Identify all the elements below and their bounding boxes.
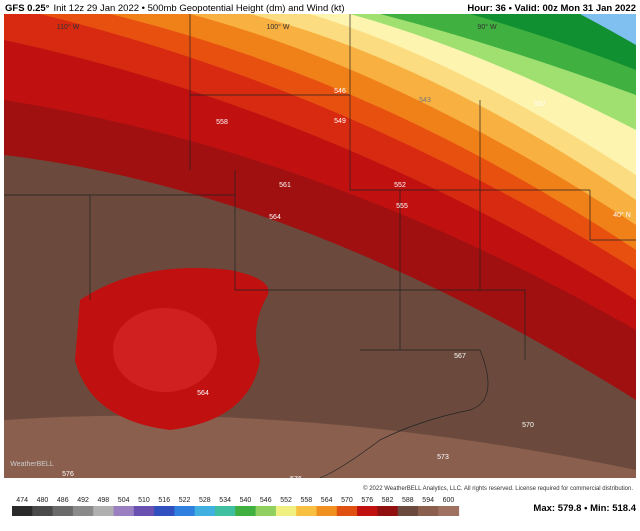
contour-label: 561 <box>279 182 291 189</box>
colorbar-label: 492 <box>77 497 89 504</box>
colorbar-label: 546 <box>260 497 272 504</box>
colorbar-swatch <box>336 506 358 516</box>
stats: Max: 579.8 • Min: 518.4 <box>533 503 636 514</box>
contour-label: 537 <box>534 101 546 108</box>
contour-label: 576 <box>62 471 74 478</box>
colorbar-label: 576 <box>361 497 373 504</box>
colorbar-swatch <box>397 506 419 516</box>
colorbar-swatch <box>275 506 297 516</box>
title: Init 12z 29 Jan 2022 • 500mb Geopotentia… <box>53 3 344 14</box>
contour-label: 558 <box>216 119 228 126</box>
colorbar-label: 570 <box>341 497 353 504</box>
logo: WeatherBELL <box>10 461 54 468</box>
colorbar-swatch <box>316 506 338 516</box>
contour-label: 564 <box>269 214 281 221</box>
copyright: © 2022 WeatherBELL Analytics, LLC. All r… <box>363 485 633 492</box>
colorbar-swatch <box>174 506 196 516</box>
colorbar-label: 486 <box>57 497 69 504</box>
contour-label: 576 <box>290 476 302 483</box>
colorbar-label: 552 <box>280 497 292 504</box>
colorbar-swatch <box>255 506 277 516</box>
colorbar-label: 564 <box>321 497 333 504</box>
contour-label: 570 <box>522 422 534 429</box>
colorbar-swatch <box>113 506 135 516</box>
colorbar-swatch <box>52 506 74 516</box>
colorbar-label: 600 <box>443 497 455 504</box>
lon-label: 90° W <box>477 23 497 31</box>
contour-label: 546 <box>334 88 346 95</box>
colorbar-label: 540 <box>240 497 252 504</box>
colorbar-swatch <box>32 506 54 516</box>
contour-label: 555 <box>396 203 408 210</box>
colorbar-swatch <box>418 506 439 516</box>
colorbar-swatch <box>235 506 257 516</box>
colorbar-swatch <box>194 506 216 516</box>
contour-label: 543 <box>419 97 431 104</box>
colorbar-label: 588 <box>402 497 414 504</box>
contour-label: 549 <box>334 118 346 125</box>
colorbar-swatch <box>133 506 155 516</box>
valid-time: Hour: 36 • Valid: 00z Mon 31 Jan 2022 <box>467 3 636 14</box>
colorbar-label: 528 <box>199 497 211 504</box>
model: GFS 0.25° <box>5 3 50 14</box>
contour-label: 552 <box>394 182 406 189</box>
colorbar-label: 582 <box>382 497 394 504</box>
lat-label: 40° N <box>613 211 631 219</box>
colorbar: 474 480 486 492 498 504 510 516 522 528 534 540 546 5… <box>12 497 460 516</box>
colorbar-label: 480 <box>37 497 49 504</box>
colorbar-label: 516 <box>158 497 170 504</box>
colorbar-label: 474 <box>16 497 28 504</box>
colorbar-label: 534 <box>219 497 231 504</box>
colorbar-swatch <box>215 506 236 516</box>
colorbar-swatch <box>357 506 378 516</box>
colorbar-label: 498 <box>98 497 110 504</box>
header-title: GFS 0.25° Init 12z 29 Jan 2022 • 500mb Ge… <box>5 3 345 14</box>
colorbar-swatch <box>93 506 114 516</box>
colorbar-label: 522 <box>179 497 191 504</box>
lon-label: 110° W <box>57 23 80 31</box>
colorbar-label: 510 <box>138 497 150 504</box>
contour-label: 573 <box>437 454 449 461</box>
colorbar-swatch <box>72 506 94 516</box>
colorbar-swatch <box>12 506 33 516</box>
colorbar-swatch <box>438 506 460 516</box>
colorbar-swatch <box>377 506 399 516</box>
colorbar-label: 594 <box>422 497 434 504</box>
contour-label: 564 <box>197 390 209 397</box>
colorbar-swatch <box>296 506 317 516</box>
colorbar-label: 504 <box>118 497 130 504</box>
colorbar-label: 558 <box>301 497 313 504</box>
contour-label: 567 <box>454 353 466 360</box>
lon-label: 100° W <box>266 23 289 31</box>
colorbar-swatch <box>154 506 175 516</box>
map: 110° W 100° W 90° W 40° N 546 543 537 55… <box>4 14 636 492</box>
